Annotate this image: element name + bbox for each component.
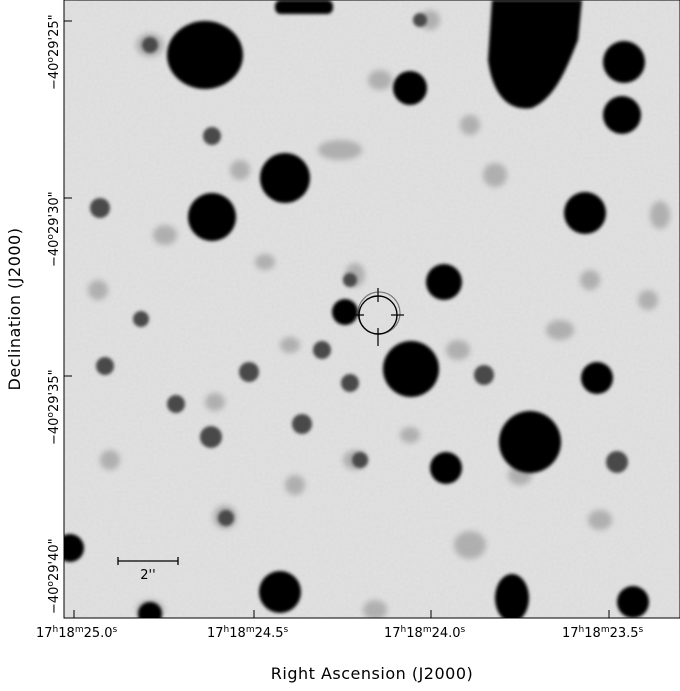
sky-image: 2'': [64, 0, 680, 618]
target-marker: [347, 288, 404, 346]
stars-bright: [64, 0, 649, 618]
dec-tick-marks: [64, 20, 72, 554]
dec-tick-labels: −40o29'25" −40o29'30" −40o29'35" −40o29'…: [46, 14, 62, 614]
plot-frame: [63, 0, 680, 619]
dec-tick-label: −40o29'35": [46, 369, 62, 445]
ra-tick-label: 17h18m24.5s: [207, 625, 289, 641]
ra-tick-label: 17h18m24.0s: [384, 625, 466, 641]
dec-tick-label: −40o29'40": [46, 538, 62, 614]
dec-tick-label: −40o29'30": [46, 191, 62, 267]
ra-tick-label: 17h18m23.5s: [562, 625, 644, 641]
stars-medium: [90, 13, 628, 526]
dec-tick-label: −40o29'25": [46, 14, 62, 90]
ra-tick-marks: [73, 610, 610, 618]
scale-bar: [117, 557, 179, 565]
scale-bar-label: 2'': [140, 568, 155, 583]
ra-tick-label: 17h18m25.0s: [36, 625, 118, 641]
x-axis-title: Right Ascension (J2000): [270, 664, 474, 683]
y-axis-title: Declination (J2000): [5, 228, 24, 391]
ra-tick-labels: 17h18m25.0s 17h18m24.5s 17h18m24.0s 17h1…: [36, 625, 644, 641]
